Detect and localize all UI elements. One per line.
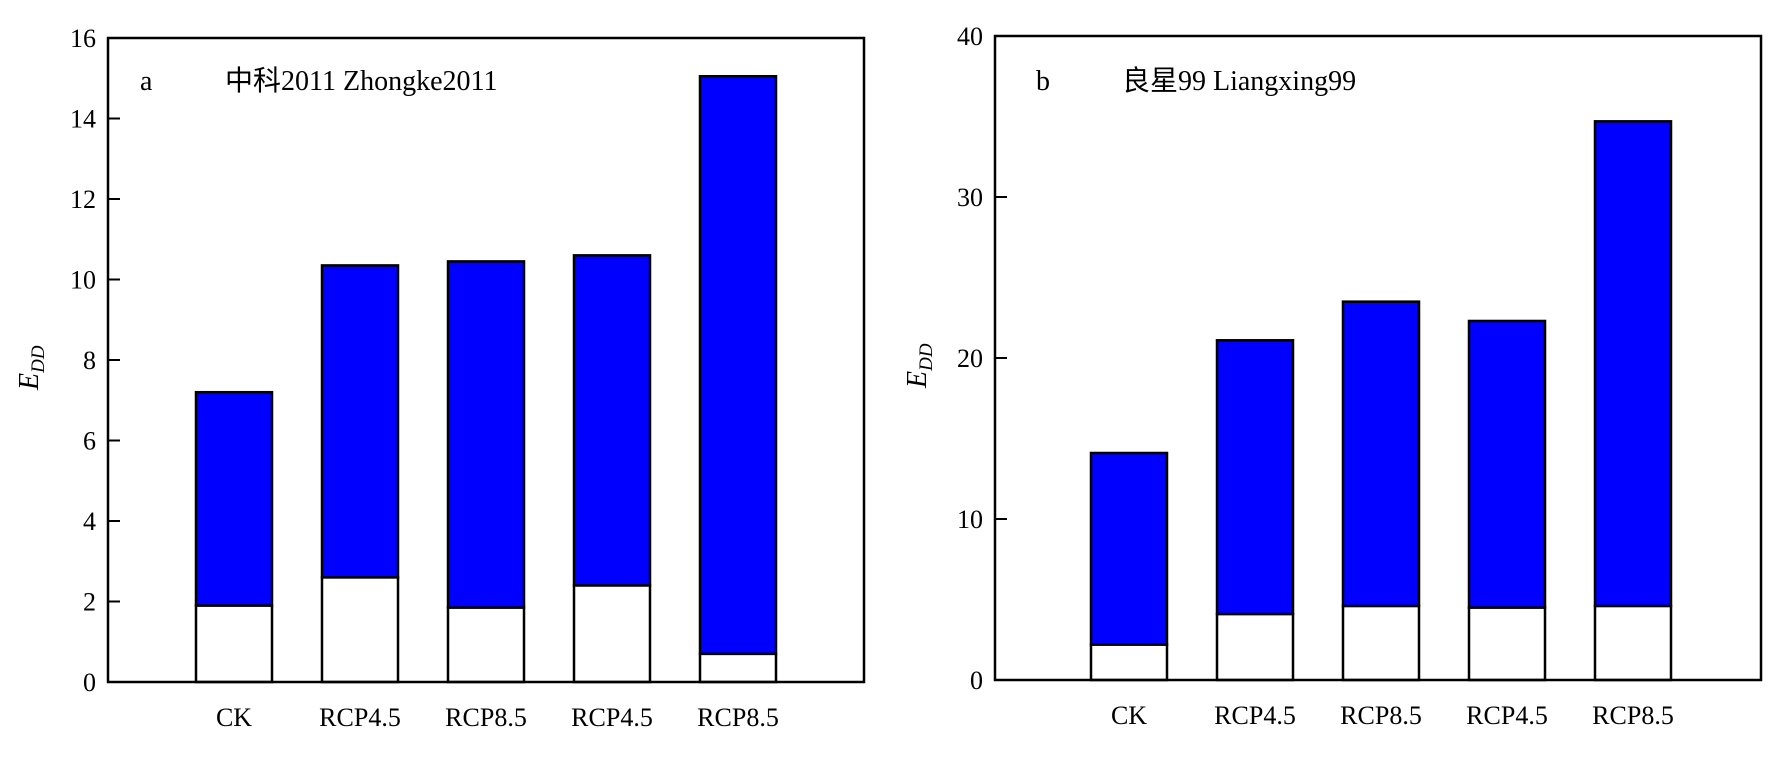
bar-segment-upper bbox=[446, 260, 526, 609]
bar-segment-lower bbox=[194, 604, 274, 684]
bar-segment-lower bbox=[1215, 612, 1295, 682]
bar-segment-upper bbox=[572, 254, 652, 587]
bar-segment-lower bbox=[446, 606, 526, 684]
bar-segment-lower bbox=[698, 652, 778, 684]
bar-segment-upper bbox=[194, 390, 274, 607]
bar-segment-lower bbox=[1089, 643, 1169, 682]
bar-segment-upper bbox=[1089, 451, 1169, 646]
x-tick-label: RCP4.5 bbox=[319, 703, 401, 732]
y-axis-label-main: E bbox=[902, 371, 933, 389]
bar-segment-upper bbox=[1215, 339, 1295, 616]
x-tick-label: RCP4.5 bbox=[571, 703, 653, 732]
y-tick-label: 2 bbox=[83, 588, 96, 617]
bar-segment-upper bbox=[320, 264, 400, 579]
bar-segment-lower bbox=[1467, 606, 1547, 682]
panel-title: 中科2011 Zhongke2011 bbox=[225, 65, 497, 97]
x-tick-label: RCP4.5 bbox=[1214, 701, 1296, 730]
panel-a: CK RCP4.5 RCP8.5 RCP4.5 RCP8.5 0 2 4 6 8 10 12 14 16 a… bbox=[14, 24, 866, 732]
y-tick-label: 0 bbox=[970, 666, 983, 695]
x-tick-label: RCP4.5 bbox=[1466, 701, 1548, 730]
bar-segment-upper bbox=[1467, 319, 1547, 609]
bar-segment-upper bbox=[698, 74, 778, 656]
panel-title: 良星99 Liangxing99 bbox=[1122, 65, 1356, 97]
y-tick-label: 14 bbox=[70, 105, 96, 134]
y-tick-label: 6 bbox=[83, 427, 96, 456]
y-axis-label: EDD bbox=[902, 343, 937, 389]
bar-segment-upper bbox=[1593, 120, 1673, 608]
x-tick-label: RCP8.5 bbox=[697, 703, 779, 732]
bar-segment-lower bbox=[572, 584, 652, 684]
y-tick-label: 8 bbox=[83, 346, 96, 375]
bar-segment-lower bbox=[1593, 604, 1673, 682]
y-axis-label-subscript: DD bbox=[916, 343, 937, 372]
bar-segment-upper bbox=[1341, 300, 1421, 608]
y-tick-label: 16 bbox=[70, 24, 96, 53]
y-tick-label: 10 bbox=[70, 266, 96, 295]
bar-segment-lower bbox=[1341, 604, 1421, 682]
y-tick-label: 0 bbox=[83, 668, 96, 697]
y-axis-label: EDD bbox=[14, 345, 49, 391]
y-tick-label: 12 bbox=[70, 185, 96, 214]
y-axis-label-main: E bbox=[14, 373, 45, 391]
y-tick-label: 20 bbox=[957, 344, 983, 373]
x-tick-label: RCP8.5 bbox=[1340, 701, 1422, 730]
x-tick-label: RCP8.5 bbox=[445, 703, 527, 732]
panel-letter: b bbox=[1036, 66, 1050, 97]
y-tick-label: 30 bbox=[957, 183, 983, 212]
y-tick-label: 40 bbox=[957, 22, 983, 51]
x-tick-label: CK bbox=[216, 703, 252, 732]
panel-letter: a bbox=[140, 66, 153, 97]
x-tick-label: RCP8.5 bbox=[1592, 701, 1674, 730]
bar-segment-lower bbox=[320, 576, 400, 684]
y-tick-label: 10 bbox=[957, 505, 983, 534]
y-tick-label: 4 bbox=[83, 507, 96, 536]
y-axis-label-subscript: DD bbox=[28, 345, 49, 374]
panel-b: CK RCP4.5 RCP8.5 RCP4.5 RCP8.5 0 10 20 30 40 b 良星99… bbox=[902, 22, 1763, 730]
x-tick-label: CK bbox=[1111, 701, 1147, 730]
